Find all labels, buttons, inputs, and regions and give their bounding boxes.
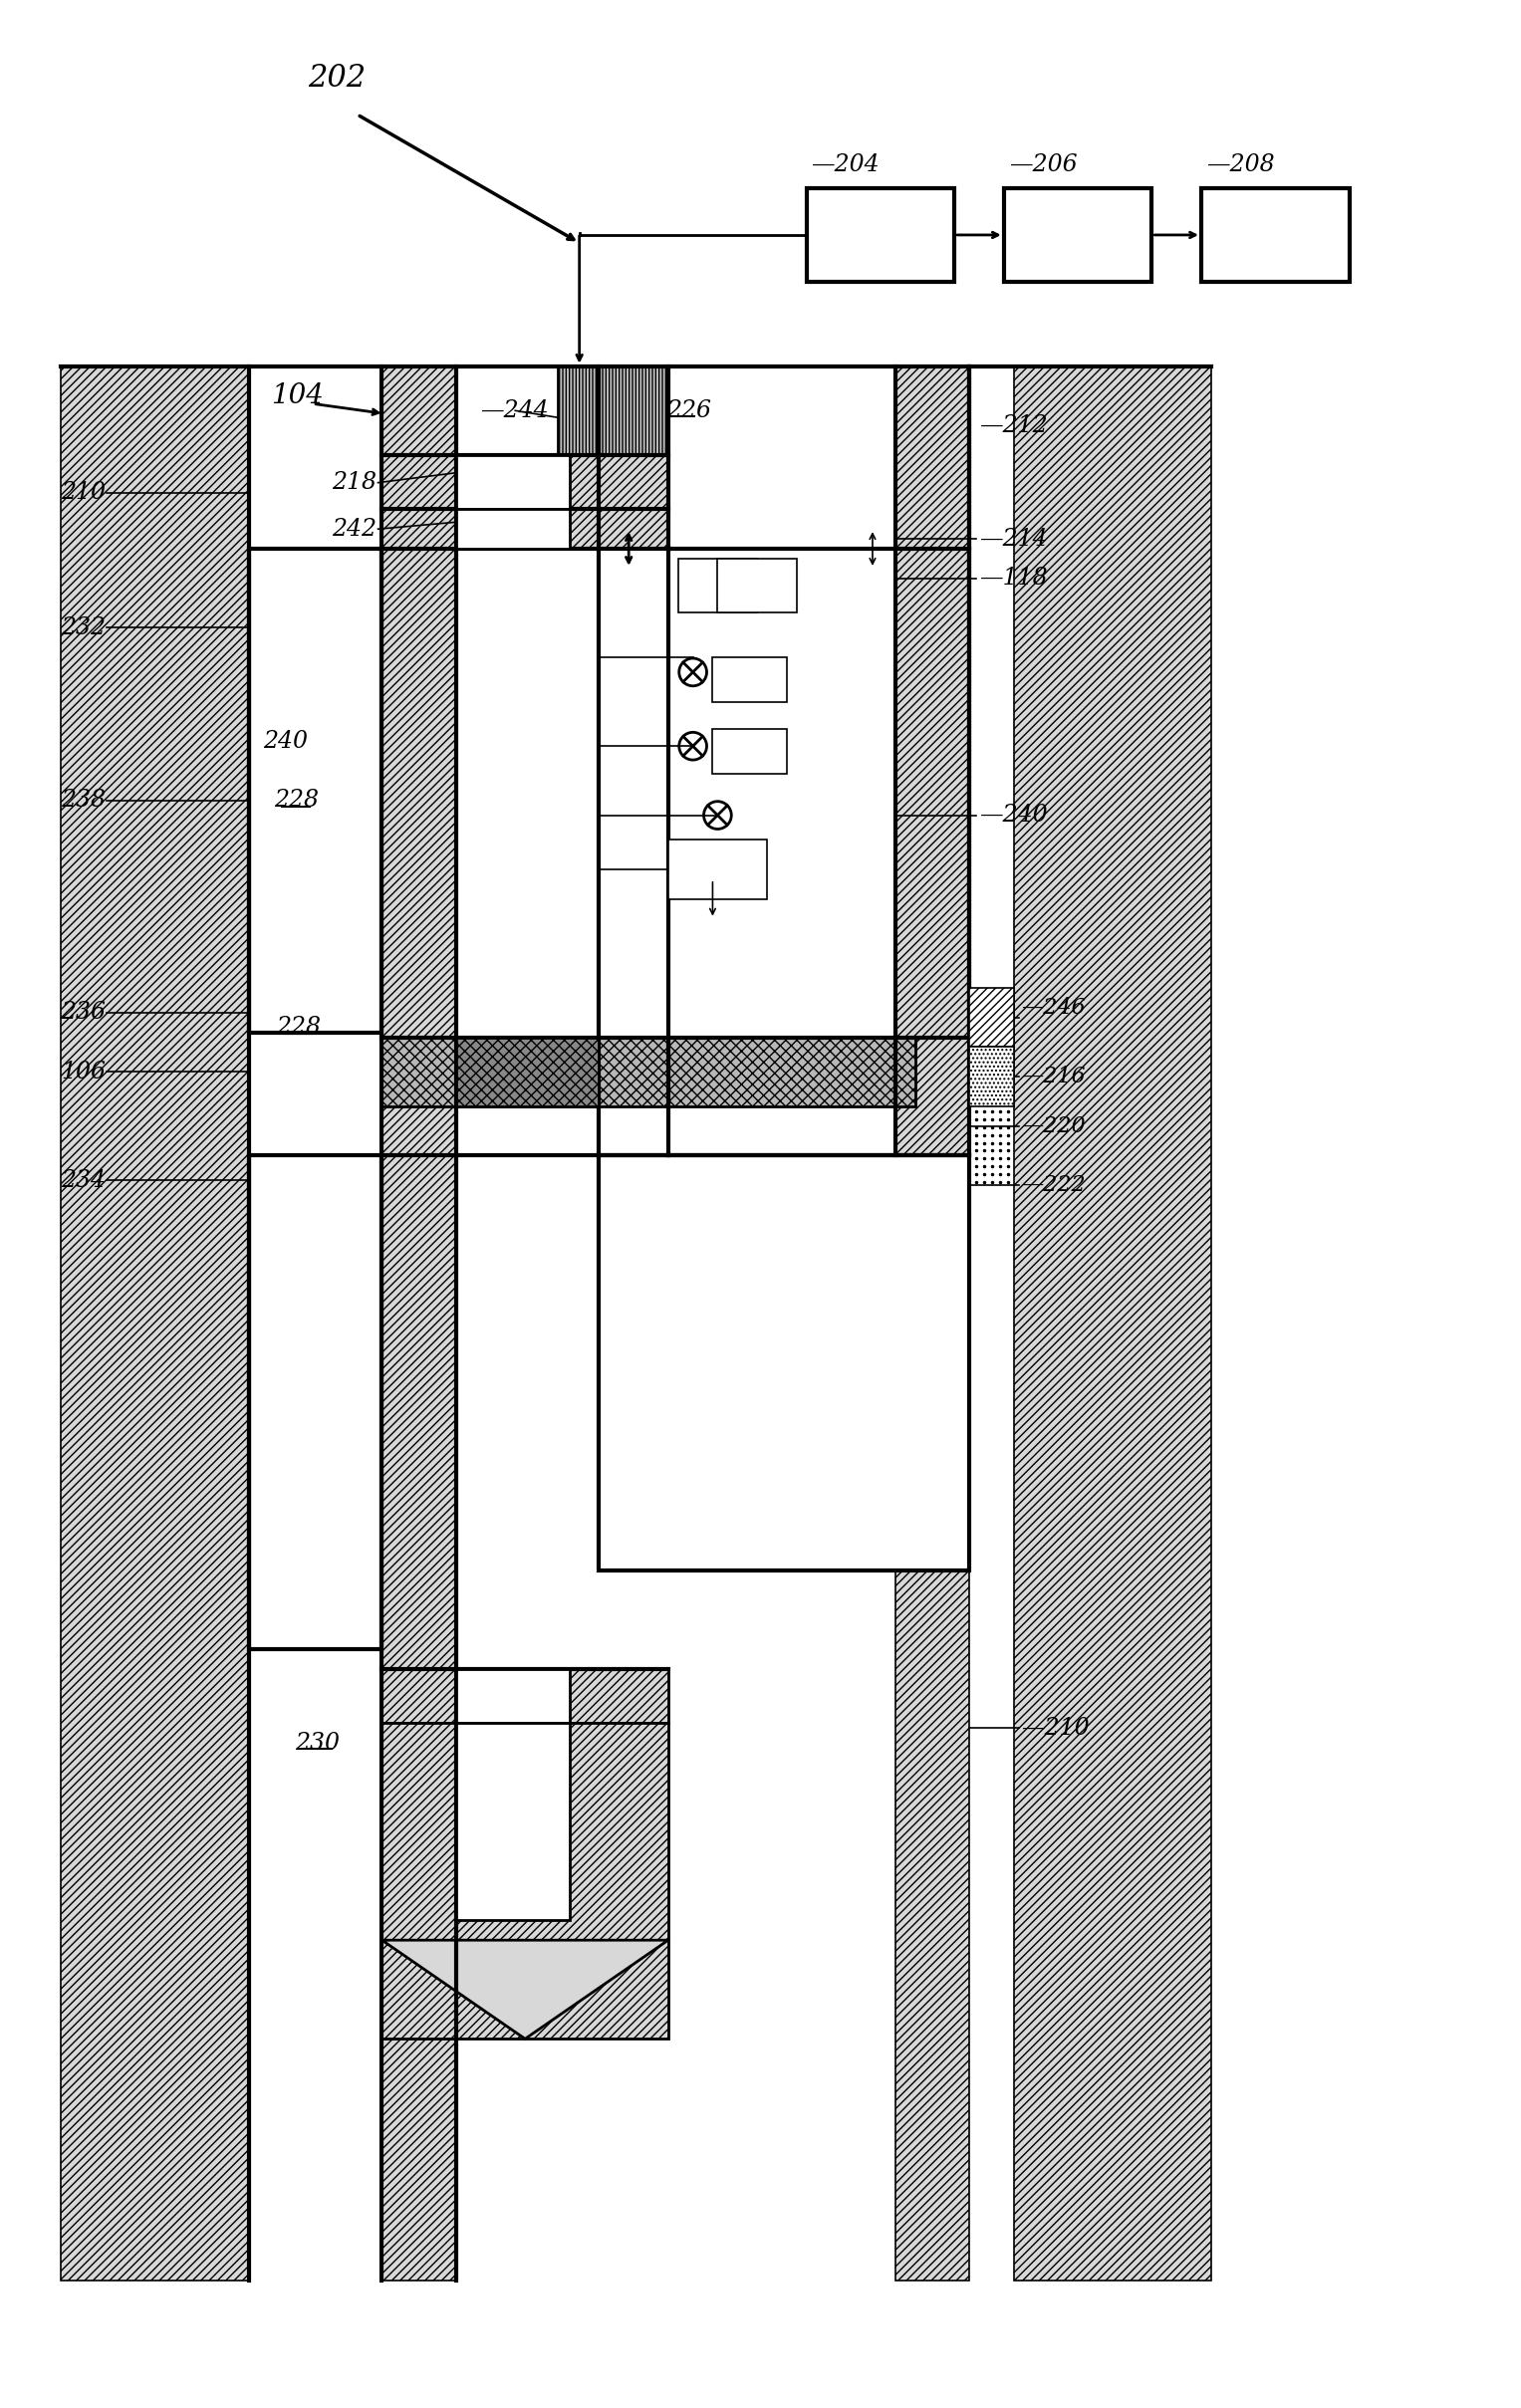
Text: 218: 218 (332, 472, 377, 494)
Bar (382, 366, 456, 2280)
Text: 236: 236 (61, 1002, 105, 1023)
Text: —212: —212 (980, 414, 1048, 436)
Bar (382, 1724, 668, 2040)
Bar (249, 549, 382, 1033)
Bar (969, 1047, 1013, 1105)
Text: 234: 234 (61, 1168, 105, 1192)
Bar (382, 455, 668, 508)
Text: 242: 242 (332, 518, 377, 539)
Text: —118: —118 (980, 566, 1048, 590)
Text: 106: 106 (61, 1060, 105, 1084)
Bar (668, 840, 767, 898)
Bar (1004, 188, 1151, 282)
Text: 228: 228 (275, 1016, 321, 1038)
Bar (718, 559, 797, 614)
Text: —246: —246 (1022, 997, 1086, 1019)
Text: 210: 210 (61, 482, 105, 503)
Bar (806, 188, 955, 282)
Bar (382, 1038, 916, 1105)
Text: —216: —216 (1022, 1067, 1086, 1088)
Text: 240: 240 (263, 730, 309, 754)
Polygon shape (382, 1941, 668, 2040)
Bar (456, 508, 569, 549)
Text: —208: —208 (1206, 154, 1275, 176)
Text: —204: —204 (811, 154, 879, 176)
Text: —244: —244 (481, 400, 549, 421)
Text: —220: —220 (1022, 1115, 1086, 1137)
Bar (713, 657, 786, 701)
Text: —206: —206 (1008, 154, 1077, 176)
Text: 232: 232 (61, 616, 105, 638)
Text: —222: —222 (1022, 1175, 1086, 1197)
Bar (599, 1156, 969, 1570)
Bar (969, 987, 1013, 1047)
Text: 228: 228 (274, 790, 318, 811)
Text: —210: —210 (1022, 1717, 1091, 1739)
Bar (382, 1669, 668, 1724)
Text: 230: 230 (295, 1731, 341, 1755)
Text: 238: 238 (61, 790, 105, 811)
Text: 226: 226 (666, 400, 710, 421)
Text: 202: 202 (307, 63, 367, 94)
Text: 104: 104 (271, 383, 324, 409)
Text: —240: —240 (980, 804, 1048, 826)
Bar (1202, 188, 1349, 282)
Bar (678, 559, 757, 614)
Bar (599, 549, 896, 1072)
Bar (382, 508, 668, 549)
Bar (896, 366, 969, 2280)
Bar (456, 1038, 599, 1105)
Bar (456, 1724, 569, 1922)
Bar (558, 366, 668, 455)
Bar (456, 455, 569, 508)
Bar (61, 366, 249, 2280)
Bar (1013, 366, 1211, 2280)
Text: —214: —214 (980, 527, 1048, 551)
Bar (456, 1669, 569, 1724)
Bar (713, 730, 786, 773)
Bar (249, 1156, 382, 1649)
